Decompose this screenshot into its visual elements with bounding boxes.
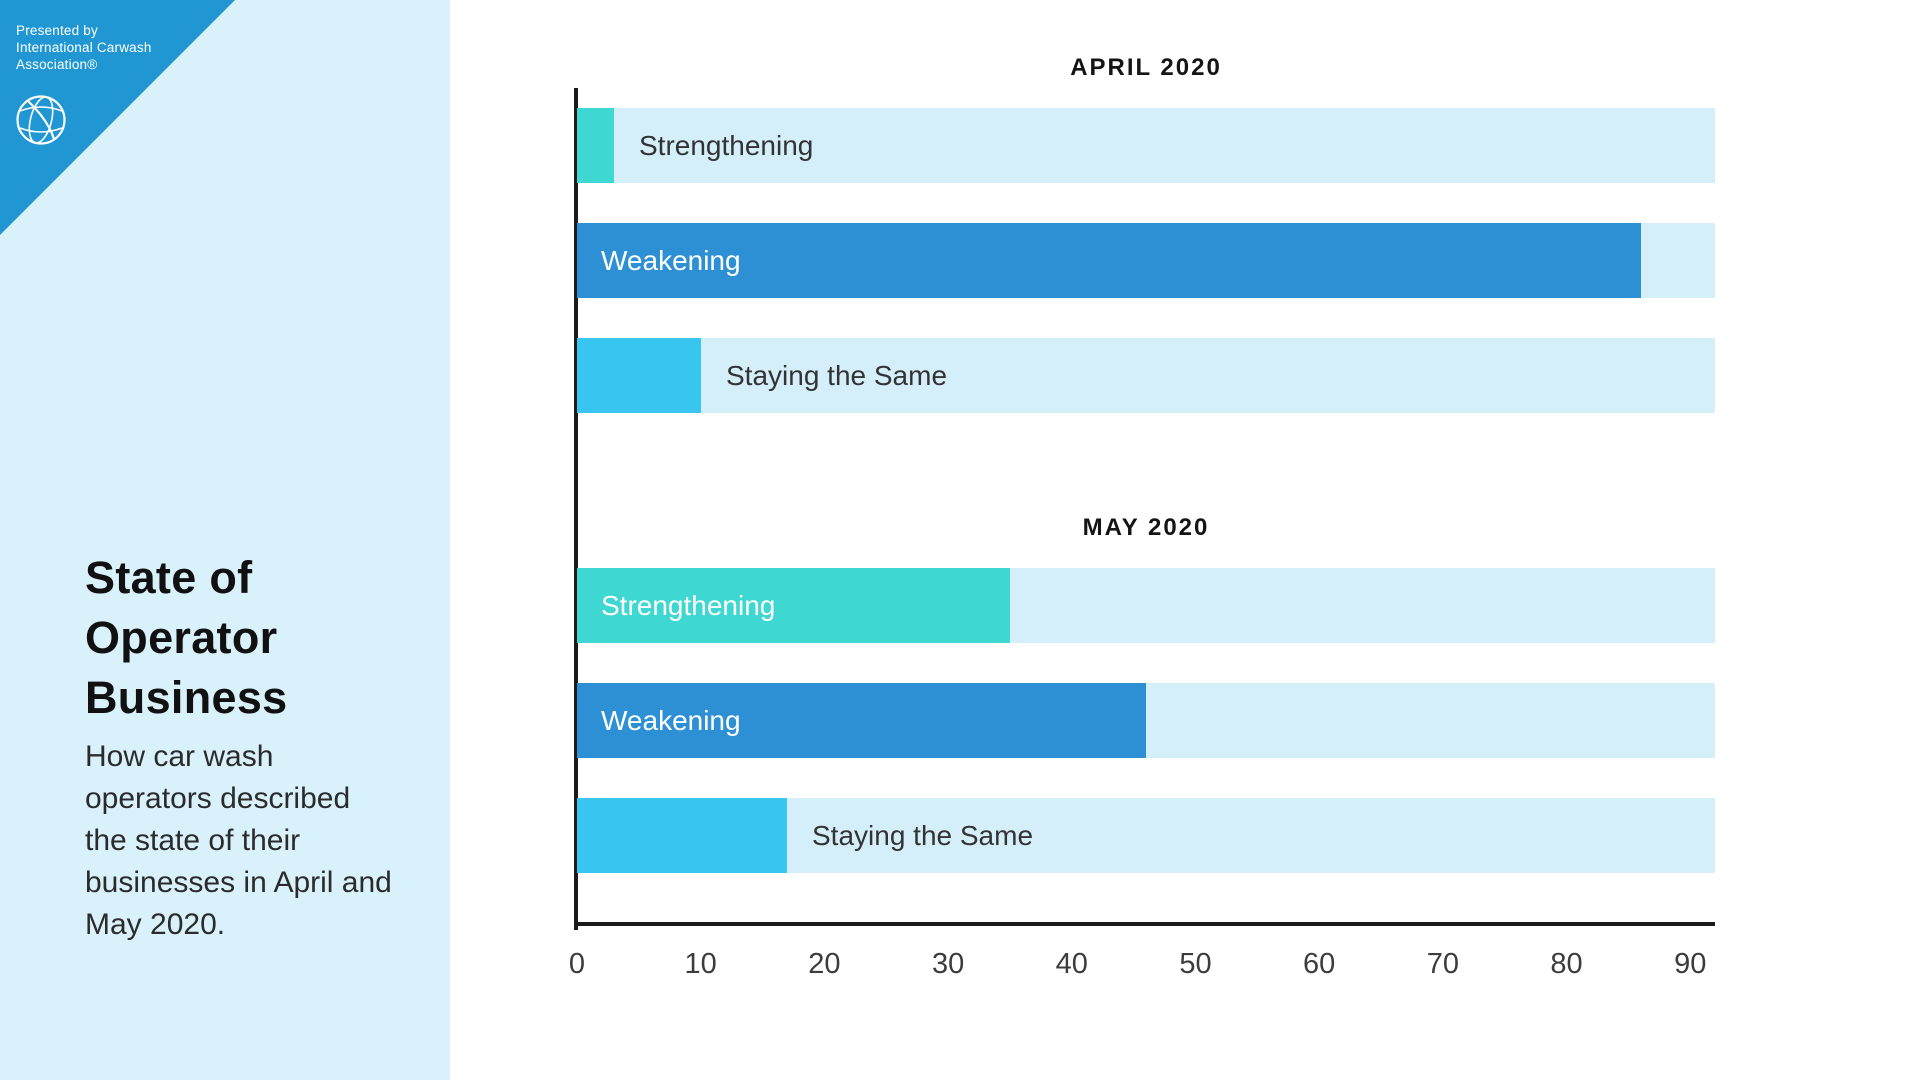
presented-by-line: Presented by [16, 23, 98, 38]
bar-label: Staying the Same [812, 819, 1034, 851]
chart-group-may: MAY 2020 Strengthening Weakening Staying t… [577, 514, 1715, 913]
bar-fill [577, 798, 788, 873]
bar-row: Weakening [577, 683, 1715, 758]
bar-row: Weakening [577, 223, 1715, 298]
axis-tick-label: 30 [931, 948, 965, 980]
bar-fill [577, 338, 701, 413]
bar-rows: Strengthening Weakening Staying the Same [577, 568, 1715, 873]
axis-tick-label: 20 [808, 948, 841, 980]
sidebar: Presented by International Carwash Assoc… [0, 0, 450, 1080]
bar-fill [577, 683, 1146, 758]
bar-label: Weakening [601, 244, 741, 276]
page-subtitle: How car wash operators described the sta… [85, 740, 392, 941]
bar-fill [577, 223, 1641, 298]
presented-by-text: Presented by International Carwash Assoc… [16, 22, 152, 73]
x-axis-line [574, 922, 1715, 926]
page-title-line: State of [85, 552, 253, 603]
axis-tick-label: 60 [1303, 948, 1336, 980]
group-title: MAY 2020 [1082, 514, 1210, 541]
bar-row: Strengthening [577, 108, 1715, 183]
bar-row: Staying the Same [577, 338, 1715, 413]
page-title: State of Operator Business [85, 548, 287, 728]
bar-label: Weakening [601, 704, 741, 736]
bar-rows: Strengthening Weakening Staying the Same [577, 108, 1715, 413]
bar-label: Staying the Same [726, 359, 948, 391]
page-title-line: Operator [85, 612, 278, 663]
presented-by-line: Association® [16, 57, 98, 72]
axis-tick-label: 10 [684, 948, 717, 980]
bar-label: Strengthening [601, 589, 776, 621]
axis-tick-label: 50 [1179, 948, 1212, 980]
bar-fill [577, 568, 1010, 643]
axis-tick-label: 40 [1055, 948, 1088, 980]
bar-fill [577, 108, 615, 183]
page-title-line: Business [85, 672, 288, 723]
axis-tick-label: 70 [1426, 948, 1459, 980]
y-axis-line [574, 88, 578, 930]
bar-label: Strengthening [639, 129, 814, 161]
axis-tick-label: 80 [1550, 948, 1583, 980]
bar-row: Strengthening [577, 568, 1715, 643]
axis-tick-label: 90 [1674, 948, 1707, 980]
chart-group-april: APRIL 2020 Strengthening Weakening Staying… [577, 54, 1715, 453]
presented-by-line: International Carwash [16, 40, 152, 55]
group-title: APRIL 2020 [1070, 54, 1222, 81]
globe-icon [16, 95, 66, 145]
x-axis-ticks: 0 10 20 30 40 50 60 70 80 90 [569, 948, 1715, 988]
bar-chart: APRIL 2020 Strengthening Weakening Staying… [569, 40, 1715, 1050]
axis-tick-label: 0 [568, 948, 586, 980]
bar-row: Staying the Same [577, 798, 1715, 873]
